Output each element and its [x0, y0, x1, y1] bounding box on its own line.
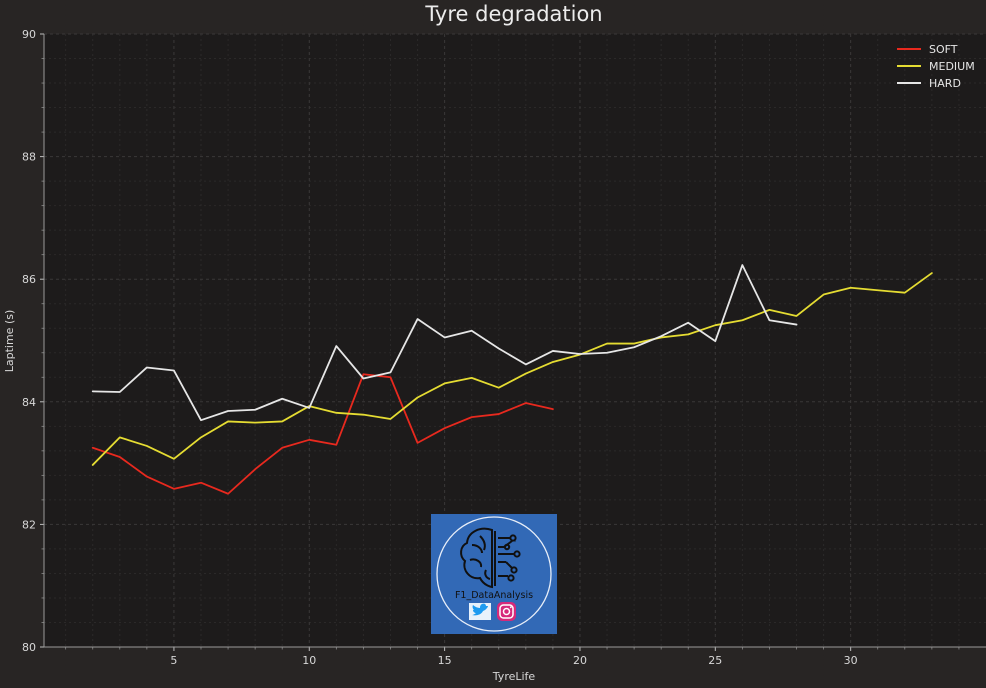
legend: SOFT MEDIUM HARD: [897, 43, 975, 90]
tick-labels: 5 10 15 20 25 30 80 82 84 86 88 90: [22, 28, 858, 667]
y-tick-label: 84: [22, 396, 36, 409]
legend-label-soft: SOFT: [929, 43, 958, 56]
x-tick-label: 10: [302, 654, 316, 667]
y-tick-label: 88: [22, 151, 36, 164]
x-tick-label: 20: [573, 654, 587, 667]
brain-circuit-icon: [460, 527, 521, 589]
x-axis-label: TyreLife: [492, 670, 536, 683]
y-tick-label: 86: [22, 273, 36, 286]
series-line-hard: [91, 264, 798, 422]
y-tick-label: 82: [22, 518, 36, 531]
legend-label-hard: HARD: [929, 77, 961, 90]
series-lines: [91, 264, 933, 495]
x-tick-label: 25: [708, 654, 722, 667]
x-tick-label: 15: [438, 654, 452, 667]
series-line-soft: [91, 373, 554, 495]
y-tick-label: 90: [22, 28, 36, 41]
legend-label-medium: MEDIUM: [929, 60, 975, 73]
chart-title: Tyre degradation: [424, 2, 602, 26]
y-axis-label: Laptime (s): [3, 310, 16, 373]
twitter-icon: [469, 603, 491, 620]
watermark-logo: F1_DataAnalysis: [431, 514, 557, 634]
series-line-medium: [91, 272, 933, 466]
x-tick-label: 30: [844, 654, 858, 667]
instagram-icon: [497, 602, 516, 621]
x-tick-label: 5: [170, 654, 177, 667]
logo-label: F1_DataAnalysis: [455, 590, 533, 601]
logo-ring: [436, 516, 552, 632]
y-tick-label: 80: [22, 641, 36, 654]
axes: [40, 33, 986, 651]
minor-grid: [44, 34, 986, 647]
